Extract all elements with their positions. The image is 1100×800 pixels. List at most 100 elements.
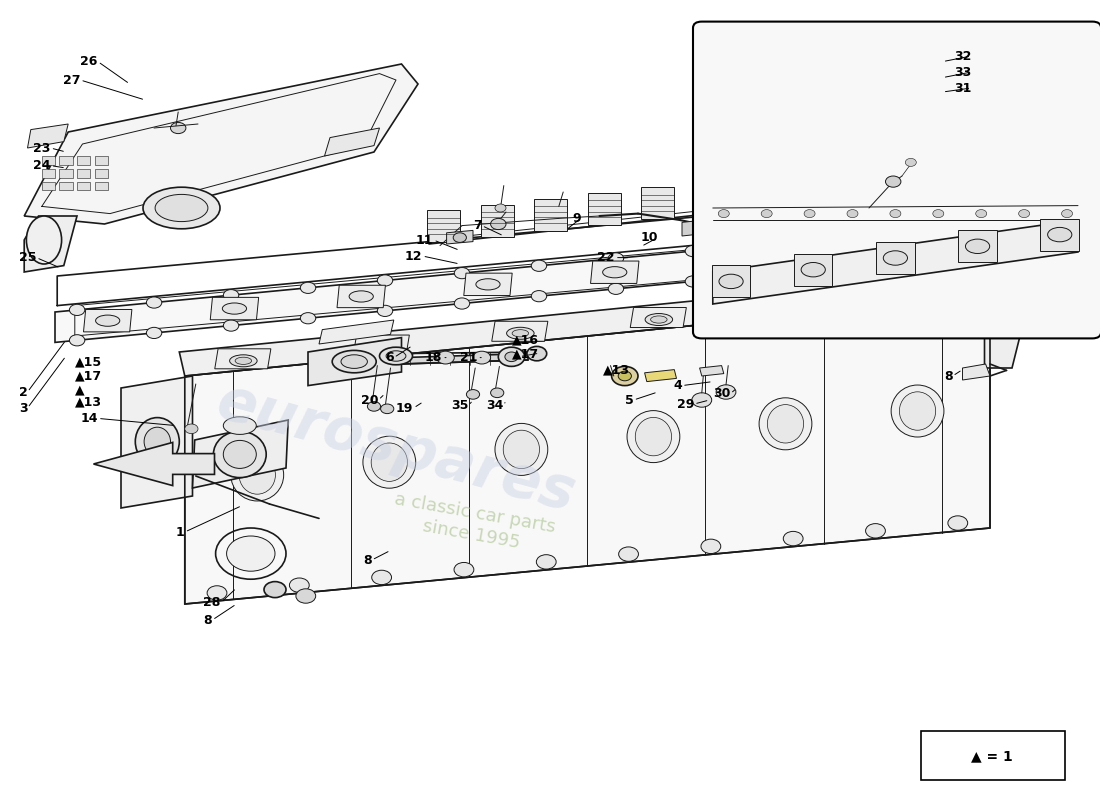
Ellipse shape [503,430,539,469]
Polygon shape [185,296,990,604]
Circle shape [437,351,454,364]
Text: 8: 8 [204,614,212,626]
Text: ▲13: ▲13 [75,396,102,409]
Text: 32: 32 [954,50,971,62]
Polygon shape [641,187,674,219]
Circle shape [761,210,772,218]
Polygon shape [324,128,380,156]
Text: 26: 26 [80,55,98,68]
Circle shape [170,122,186,134]
Polygon shape [192,420,288,488]
Text: 20: 20 [361,394,378,406]
Circle shape [498,347,525,366]
Circle shape [505,352,518,362]
Circle shape [495,204,506,212]
Text: 30: 30 [713,387,730,400]
Ellipse shape [783,300,811,312]
Bar [59,156,73,165]
Ellipse shape [239,456,275,494]
Text: 8: 8 [944,370,953,382]
Circle shape [537,554,557,569]
Polygon shape [447,230,473,244]
Circle shape [527,346,547,361]
Circle shape [762,269,778,280]
Circle shape [454,298,470,309]
Bar [95,156,108,165]
FancyBboxPatch shape [693,22,1100,338]
Text: 12: 12 [405,250,422,262]
Bar [77,182,90,190]
Ellipse shape [801,262,825,277]
Ellipse shape [386,350,406,361]
Ellipse shape [230,354,257,366]
Ellipse shape [349,291,373,302]
Circle shape [377,306,393,317]
Circle shape [372,570,392,585]
Text: ▲13: ▲13 [603,363,630,376]
Circle shape [804,210,815,218]
Bar [59,169,73,178]
Text: 6: 6 [385,351,394,364]
Text: 33: 33 [954,66,971,78]
Ellipse shape [603,266,627,278]
Circle shape [207,586,227,600]
Ellipse shape [1047,227,1071,242]
Polygon shape [712,266,750,298]
Circle shape [718,210,729,218]
Circle shape [847,210,858,218]
Ellipse shape [759,398,812,450]
Ellipse shape [135,418,179,466]
Polygon shape [308,338,402,386]
Ellipse shape [476,278,501,290]
Circle shape [367,402,381,411]
Ellipse shape [922,286,949,298]
Ellipse shape [719,274,744,289]
Text: 5: 5 [625,394,634,406]
Text: 2: 2 [19,386,28,398]
Text: ▲ = 1: ▲ = 1 [971,749,1013,763]
Circle shape [1019,210,1030,218]
Polygon shape [319,320,394,344]
Ellipse shape [789,302,805,310]
Polygon shape [353,335,409,355]
Circle shape [453,233,466,242]
Ellipse shape [223,440,256,468]
Polygon shape [24,216,77,272]
Text: 3: 3 [19,402,28,414]
Bar [42,156,55,165]
Polygon shape [337,286,385,308]
Text: 9: 9 [572,212,581,225]
Text: 7: 7 [473,219,482,232]
Circle shape [886,176,901,187]
Ellipse shape [368,341,396,353]
Circle shape [1062,210,1072,218]
Polygon shape [214,349,271,369]
Ellipse shape [155,194,208,222]
Polygon shape [591,261,639,283]
Circle shape [890,210,901,218]
Text: 27: 27 [63,74,80,86]
Polygon shape [717,249,766,271]
Polygon shape [402,354,528,364]
Polygon shape [24,64,418,224]
Polygon shape [464,273,513,295]
Circle shape [473,351,491,364]
Text: 14: 14 [80,412,98,425]
Polygon shape [179,272,990,376]
Polygon shape [587,193,620,225]
Text: ▲17: ▲17 [75,370,102,382]
Polygon shape [682,220,704,236]
Polygon shape [695,182,728,214]
Circle shape [608,283,624,294]
Text: ▲17: ▲17 [512,348,539,361]
Polygon shape [121,376,192,508]
Text: 31: 31 [954,82,971,94]
Polygon shape [958,230,997,262]
Ellipse shape [645,314,672,326]
Circle shape [146,297,162,308]
Polygon shape [492,322,548,342]
Circle shape [377,275,393,286]
Circle shape [466,390,480,399]
Text: 29: 29 [676,398,694,410]
Ellipse shape [768,405,804,443]
